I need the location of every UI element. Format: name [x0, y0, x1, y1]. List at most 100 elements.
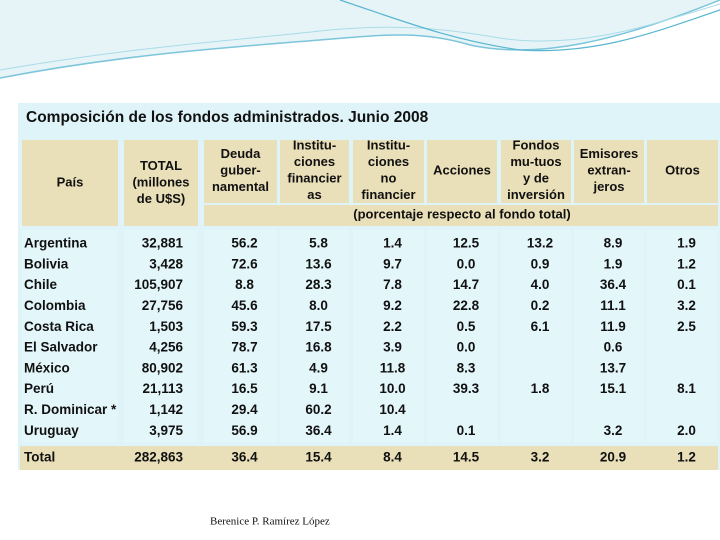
header-text: Institu- — [367, 138, 410, 153]
header-text: Emisores — [580, 146, 639, 161]
cell-value: 61.3 — [231, 360, 258, 375]
cell-value: 11.9 — [600, 319, 626, 334]
header-cell — [124, 140, 198, 226]
column-background — [353, 230, 424, 442]
table-title: Composición de los fondos administrados.… — [26, 109, 429, 126]
column-background — [427, 230, 497, 442]
row-label: El Salvador — [24, 340, 98, 355]
header-text: y de — [523, 171, 549, 186]
header-cell — [574, 140, 644, 203]
cell-value: 16.5 — [231, 381, 258, 396]
cell-value: 1.8 — [531, 381, 550, 396]
column-background — [647, 230, 718, 442]
header-cell — [280, 140, 349, 203]
cell-value: 8.1 — [677, 381, 696, 396]
cell-value: 3.2 — [677, 298, 696, 313]
header-text: extran- — [587, 162, 630, 177]
cell-value: 11.1 — [600, 298, 626, 313]
column-background — [501, 230, 571, 442]
cell-value: 3,975 — [149, 423, 183, 438]
cell-value: 28.3 — [305, 277, 332, 292]
cell-value: 1,503 — [149, 319, 183, 334]
row-label: Argentina — [24, 236, 87, 251]
cell-value: 4,256 — [149, 340, 183, 355]
header-cell — [427, 140, 497, 203]
cell-value: 39.3 — [453, 381, 480, 396]
cell-value: 14.7 — [453, 277, 479, 292]
cell-value: 29.4 — [231, 402, 258, 417]
header-cell — [353, 140, 424, 203]
cell-value: 20.9 — [600, 450, 626, 465]
cell-value: 3.2 — [531, 450, 550, 465]
cell-value: 4.0 — [531, 277, 550, 292]
cell-value: 10.4 — [379, 402, 406, 417]
cell-value: 10.0 — [379, 381, 405, 396]
row-label: R. Dominicar * — [24, 402, 117, 417]
header-text: País — [57, 174, 84, 189]
cell-value: 8.9 — [604, 236, 623, 251]
cell-value: 36.4 — [231, 450, 258, 465]
cell-value: 3,428 — [149, 256, 183, 271]
header-text: TOTAL — [140, 158, 182, 173]
header-text: as — [307, 187, 321, 202]
header-text: Otros — [665, 162, 700, 177]
cell-value: 1.2 — [677, 450, 696, 465]
header-text: ciones — [368, 154, 409, 169]
cell-value: 5.8 — [309, 236, 328, 251]
cell-value: 0.2 — [531, 298, 550, 313]
header-text: no — [381, 171, 397, 186]
cell-value: 27,756 — [142, 298, 184, 313]
cell-value: 0.1 — [677, 277, 696, 292]
column-background — [22, 230, 118, 442]
row-label: México — [24, 360, 70, 375]
header-text: financier — [361, 187, 415, 202]
row-label: Uruguay — [24, 423, 79, 438]
cell-value: 0.5 — [457, 319, 476, 334]
cell-value: 36.4 — [305, 423, 332, 438]
footer-author: Berenice P. Ramírez López — [210, 516, 330, 528]
cell-value: 2.2 — [383, 319, 402, 334]
total-row-background — [20, 446, 718, 470]
cell-value: 21,113 — [142, 381, 183, 396]
cell-value: 15.1 — [600, 381, 627, 396]
cell-value: 12.5 — [453, 236, 480, 251]
cell-value: 11.8 — [380, 360, 406, 375]
cell-value: 1.9 — [677, 236, 696, 251]
cell-value: 13.7 — [600, 360, 626, 375]
cell-value: 78.7 — [231, 340, 257, 355]
header-text: (millones — [132, 174, 189, 189]
cell-value: 45.6 — [231, 298, 258, 313]
cell-value: 9.7 — [383, 256, 402, 271]
column-background — [124, 230, 198, 442]
cell-value: 8.0 — [309, 298, 328, 313]
cell-value: 56.2 — [231, 236, 257, 251]
header-text: ciones — [294, 154, 335, 169]
cell-value: 59.3 — [231, 319, 258, 334]
cell-value: 0.1 — [457, 423, 476, 438]
cell-value: 1.9 — [604, 256, 623, 271]
cell-value: 13.6 — [305, 256, 332, 271]
header-text: guber- — [220, 162, 260, 177]
header-text: inversión — [507, 187, 565, 202]
cell-value: 16.8 — [305, 340, 332, 355]
cell-value: 17.5 — [305, 319, 332, 334]
cell-value: 105,907 — [134, 277, 183, 292]
cell-value: 13.2 — [527, 236, 553, 251]
row-label: Total — [24, 450, 55, 465]
column-background — [204, 230, 277, 442]
cell-value: 32,881 — [142, 236, 184, 251]
cell-value: 9.2 — [383, 298, 402, 313]
cell-value: 36.4 — [600, 277, 627, 292]
cell-value: 56.9 — [231, 423, 257, 438]
cell-value: 2.0 — [677, 423, 696, 438]
cell-value: 0.0 — [457, 256, 476, 271]
cell-value: 3.2 — [604, 423, 623, 438]
table: País TOTAL(millones de U$S) Deudaguber-name… — [20, 138, 718, 470]
header-cell — [204, 140, 277, 203]
header-text: Fondos — [513, 138, 560, 153]
header-text: Acciones — [433, 162, 491, 177]
decor-wave — [0, 0, 720, 79]
row-label: Perú — [24, 381, 54, 396]
cell-value: 1.4 — [383, 236, 402, 251]
cell-value: 1,142 — [149, 402, 183, 417]
